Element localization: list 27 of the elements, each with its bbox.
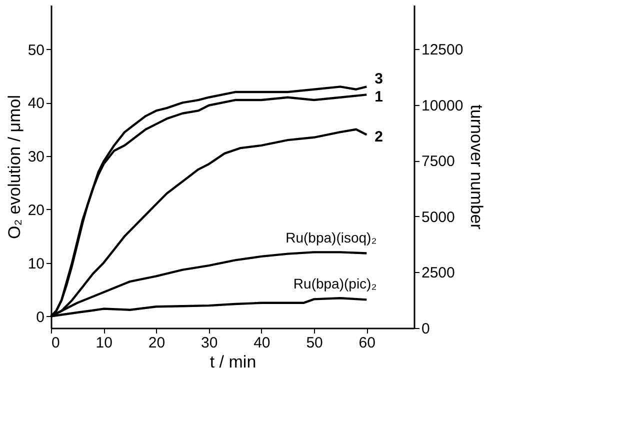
y2-tick-label: 7500 (422, 153, 455, 170)
y2-axis-title: turnover number (467, 104, 486, 230)
y-tick-label: 40 (28, 95, 44, 112)
x-tick-label: 50 (306, 334, 323, 352)
x-tick-label: 10 (96, 334, 112, 352)
series-label: Ru(bpa)(isoq)₂ (286, 229, 377, 246)
y2-tick-label: 12500 (422, 42, 464, 59)
y-tick-label: 20 (28, 202, 44, 219)
x-axis-title: t / min (210, 352, 256, 372)
y2-tick-label: 2500 (422, 264, 455, 282)
y2-tick-label: 5000 (422, 208, 455, 226)
series-label: 1 (374, 88, 383, 106)
y2-tick-label: 0 (422, 320, 430, 338)
x-tick-label: 30 (200, 334, 218, 352)
y-tick-label: 10 (28, 255, 44, 272)
series-label: 3 (374, 70, 383, 88)
y-tick-label: 30 (28, 148, 44, 166)
x-tick-label: 20 (148, 334, 166, 352)
x-tick-label: 0 (52, 334, 60, 352)
y-tick-label: 50 (28, 42, 44, 59)
series-label: Ru(bpa)(pic)₂ (293, 276, 377, 292)
y-axis-title: O₂ evolution / μmol (4, 95, 24, 239)
y2-tick-label: 10000 (422, 97, 464, 114)
x-tick-label: 40 (254, 334, 270, 352)
y-tick-label: 0 (36, 308, 44, 326)
series-label: 2 (374, 128, 383, 146)
x-tick-label: 60 (358, 334, 376, 352)
